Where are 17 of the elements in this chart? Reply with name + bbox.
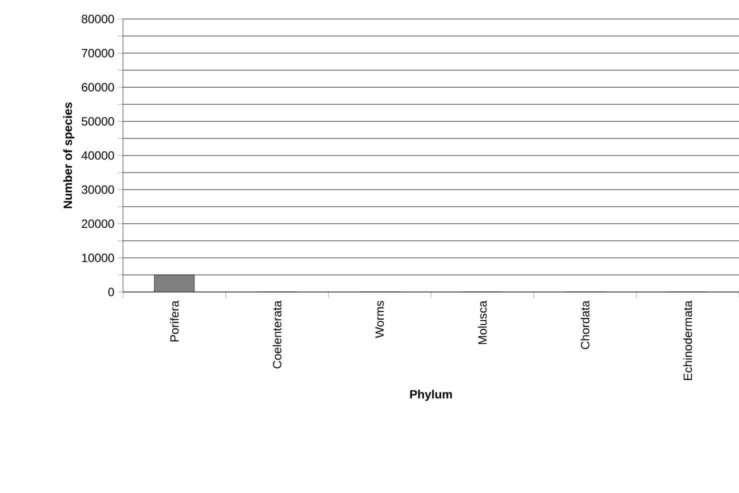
y-tick-label: 10000	[82, 254, 114, 262]
x-tick-label: Chordata	[580, 300, 590, 350]
x-tick-label: Molusca	[478, 300, 487, 344]
y-tick-label: 80000	[82, 14, 114, 24]
x-axis-title: Phylum	[410, 390, 452, 401]
y-tick-label: 20000	[82, 220, 114, 228]
y-tick-label: 0	[108, 288, 114, 296]
x-tick-label: Porifera	[170, 300, 179, 342]
x-tick-label: Coelenterata	[272, 300, 282, 368]
y-tick-label: 70000	[82, 48, 114, 58]
y-tick-label: 50000	[82, 117, 114, 126]
y-tick-label: 60000	[82, 83, 114, 92]
y-tick-label: 30000	[82, 185, 114, 194]
y-tick-label: 40000	[82, 151, 114, 160]
x-tick-label: Echinodermata	[683, 300, 692, 380]
x-tick-label: Worms	[376, 300, 384, 338]
y-axis-title: Number of species	[63, 102, 74, 208]
